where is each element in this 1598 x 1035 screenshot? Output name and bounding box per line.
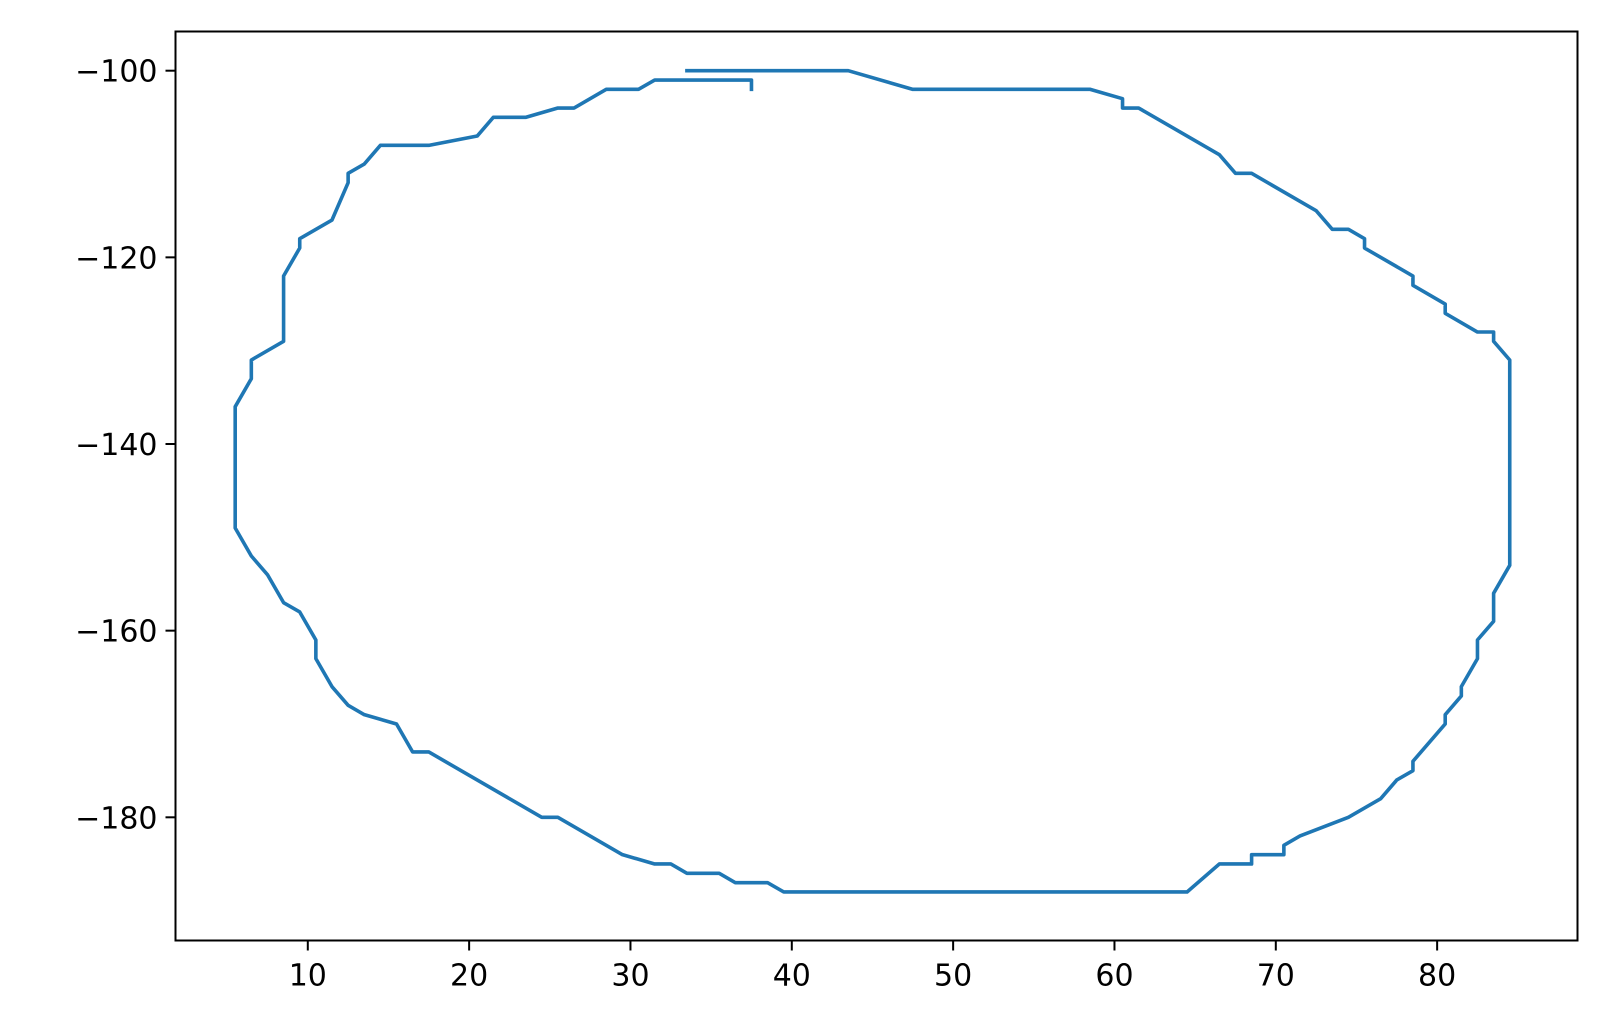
y-tick-label: −180: [75, 801, 157, 836]
y-tick-label: −140: [75, 428, 157, 463]
x-tick-label: 60: [1095, 959, 1133, 994]
x-tick-label: 70: [1257, 959, 1295, 994]
x-tick-label: 30: [611, 959, 649, 994]
x-tick-label: 40: [773, 959, 811, 994]
x-tick-label: 10: [289, 959, 327, 994]
x-tick-label: 50: [934, 959, 972, 994]
y-axis: −100 −120 −140 −160 −180: [75, 55, 176, 836]
y-tick-label: −160: [75, 615, 157, 650]
plot-frame: [174, 30, 1579, 942]
y-tick-label: −100: [75, 55, 157, 90]
x-tick-label: 20: [450, 959, 488, 994]
x-tick-label: 80: [1418, 959, 1456, 994]
series-line: [233, 68, 1512, 894]
x-axis: 10 20 30 40 50 60 70 80: [289, 940, 1456, 994]
y-tick-label: −120: [75, 241, 157, 276]
